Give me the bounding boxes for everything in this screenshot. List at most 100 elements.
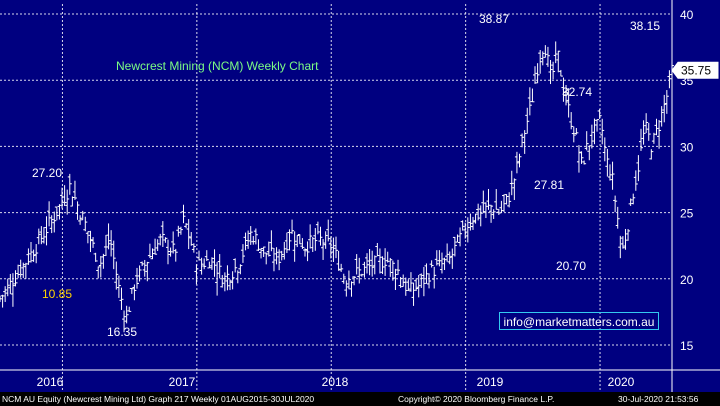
- ohlc-bar: [496, 208, 501, 215]
- ohlc-bar: [0, 294, 5, 308]
- ohlc-bar: [204, 250, 209, 261]
- ohlc-bar: [21, 262, 26, 279]
- ohlc-bar: [253, 228, 258, 245]
- ohlc-bar: [292, 231, 297, 262]
- ohlc-bar: [452, 236, 457, 257]
- ohlc-bar: [109, 230, 114, 257]
- footer-timestamp: 30-Jul-2020 21:53:56: [618, 394, 699, 404]
- ohlc-bar: [458, 227, 463, 247]
- ohlc-bar: [522, 130, 527, 154]
- ohlc-bar: [664, 90, 669, 114]
- ohlc-bar: [60, 187, 65, 209]
- ohlc-bar: [300, 238, 305, 249]
- ohlc-bar: [80, 210, 85, 221]
- ohlc-bar: [251, 236, 256, 245]
- ohlc-bar: [96, 266, 101, 279]
- ohlc-bar: [16, 264, 21, 279]
- ohlc-bar: [287, 229, 292, 251]
- ohlc-bar: [437, 250, 442, 267]
- ohlc-bar: [442, 257, 447, 271]
- ohlc-bar: [284, 232, 289, 253]
- ohlc-bar: [571, 126, 576, 143]
- ohlc-bar: [13, 270, 18, 287]
- ohlc-bar: [651, 132, 656, 144]
- ohlc-bar: [318, 226, 323, 246]
- ohlc-bar: [202, 258, 207, 270]
- ohlc-bar: [0, 296, 2, 303]
- footer-left: NCM AU Equity (Newcrest Mining Ltd) Grap…: [2, 394, 315, 404]
- ohlc-bar: [186, 219, 191, 250]
- ohlc-bar: [274, 247, 279, 265]
- ohlc-bar: [259, 247, 264, 259]
- ohlc-bar: [67, 173, 72, 195]
- ohlc-bar: [217, 254, 222, 279]
- ohlc-bar: [197, 250, 202, 261]
- grid-layer: [0, 4, 672, 390]
- ohlc-bar: [551, 61, 556, 80]
- ohlc-bar: [166, 239, 170, 265]
- ohlc-bar: [610, 161, 615, 190]
- ohlc-bar: [605, 148, 610, 177]
- ohlc-bar: [132, 284, 137, 301]
- ohlc-bar: [119, 287, 124, 310]
- ohlc-bar: [527, 87, 532, 116]
- ohlc-bar: [401, 274, 406, 288]
- ohlc-bar: [339, 263, 344, 272]
- annotation-layer: Newcrest Mining (NCM) Weekly Chart 38.87 3…: [32, 12, 719, 339]
- ohlc-bar: [502, 194, 506, 213]
- ohlc-bar: [228, 279, 233, 291]
- ohlc-bar: [445, 243, 450, 262]
- ohlc-bar: [41, 227, 46, 244]
- ohlc-bar: [85, 231, 90, 244]
- ohlc-bar: [178, 226, 183, 235]
- ohlc-bar: [106, 223, 111, 250]
- price-annotation: 38.15: [630, 19, 660, 33]
- ohlc-bar: [370, 250, 375, 277]
- ohlc-bar: [271, 248, 276, 272]
- x-tick-label: 2019: [477, 375, 504, 389]
- ohlc-bar: [39, 226, 44, 245]
- price-annotation: 38.87: [479, 12, 509, 26]
- ohlc-bar: [266, 241, 271, 257]
- ohlc-bar: [150, 248, 155, 260]
- ohlc-bar: [18, 259, 23, 278]
- ohlc-bar: [34, 244, 39, 264]
- ohlc-bar: [421, 266, 426, 297]
- ohlc-bar: [127, 306, 132, 312]
- ohlc-bar: [434, 250, 439, 266]
- ohlc-bar: [184, 223, 189, 229]
- ohlc-bar: [235, 270, 240, 284]
- ohlc-bar: [631, 193, 636, 205]
- chart-title: Newcrest Mining (NCM) Weekly Chart: [116, 59, 319, 73]
- ohlc-bar: [308, 224, 313, 249]
- ohlc-bar: [465, 217, 470, 243]
- ohlc-bar: [504, 194, 509, 205]
- ohlc-bar: [3, 286, 8, 302]
- ohlc-bar: [447, 251, 452, 265]
- price-annotation: 10.85: [42, 287, 72, 301]
- ohlc-bar: [23, 262, 28, 279]
- ohlc-bar: [57, 204, 62, 220]
- ohlc-bar: [615, 206, 620, 229]
- ohlc-bar: [613, 195, 618, 213]
- ohlc-bar: [215, 262, 220, 296]
- ohlc-bar: [626, 229, 631, 241]
- ohlc-bar: [595, 119, 600, 132]
- ohlc-bar: [489, 204, 494, 223]
- ohlc-bar: [10, 273, 15, 307]
- ohlc-bar: [209, 257, 214, 270]
- ohlc-bar: [142, 259, 147, 277]
- ohlc-bar: [592, 118, 597, 145]
- ohlc-bar: [137, 265, 142, 282]
- ohlc-bar: [220, 275, 225, 288]
- ohlc-bar: [122, 310, 127, 333]
- last-price-label: 35.75: [681, 63, 711, 77]
- ohlc-bar: [455, 234, 460, 243]
- ohlc-bar: [587, 145, 592, 161]
- ohlc-bar: [70, 196, 75, 207]
- ohlc-bar: [282, 241, 287, 260]
- ohlc-bar: [62, 185, 67, 206]
- ohlc-bar: [538, 50, 543, 74]
- ohlc-bar: [470, 216, 475, 230]
